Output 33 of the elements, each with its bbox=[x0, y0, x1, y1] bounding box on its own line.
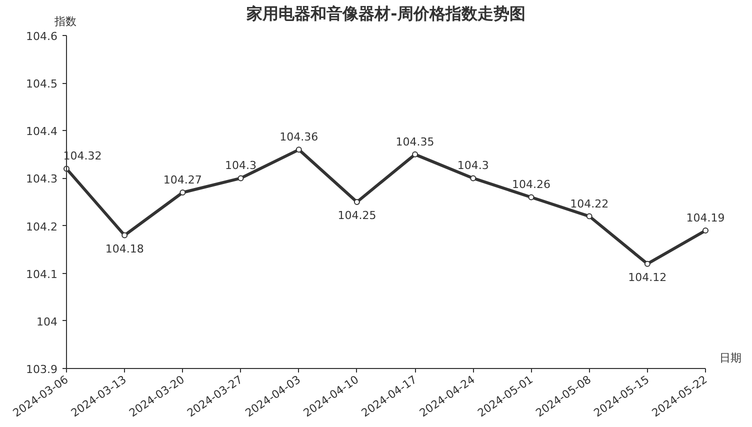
y-tick-label: 103.9 bbox=[26, 363, 58, 376]
point bbox=[122, 232, 128, 238]
point bbox=[586, 213, 592, 220]
point bbox=[238, 175, 244, 182]
data-label: 104.25 bbox=[338, 209, 376, 222]
data-label: 104.19 bbox=[686, 212, 725, 225]
point bbox=[412, 151, 418, 158]
y-tick-label: 104.6 bbox=[26, 30, 58, 43]
data-label: 104.22 bbox=[570, 197, 609, 210]
y-tick-label: 104.5 bbox=[26, 78, 58, 91]
y-tick-label: 104.3 bbox=[26, 172, 58, 186]
data-label: 104.26 bbox=[512, 178, 550, 192]
y-tick-label: 104.4 bbox=[26, 125, 58, 138]
y-tick-label: 104.2 bbox=[26, 220, 58, 234]
point bbox=[470, 175, 476, 182]
point bbox=[528, 194, 534, 200]
point bbox=[644, 260, 650, 267]
point bbox=[180, 189, 186, 196]
data-label: 104.35 bbox=[396, 135, 434, 148]
data-label: 104.27 bbox=[163, 173, 202, 186]
chart-title: 家用电器和音像器材-周价格指数走势图 bbox=[246, 4, 526, 23]
y-axis-title: 指数 bbox=[54, 15, 76, 28]
y-tick-label: 104 bbox=[36, 315, 58, 328]
data-label: 104.36 bbox=[280, 130, 318, 144]
x-axis-title: 日期 bbox=[720, 352, 742, 364]
data-label: 104.18 bbox=[105, 242, 144, 256]
data-label: 104.12 bbox=[628, 270, 667, 284]
data-label: 104.3 bbox=[457, 159, 489, 172]
data-label: 104.3 bbox=[225, 159, 257, 172]
point bbox=[354, 199, 360, 205]
point bbox=[296, 146, 302, 153]
point bbox=[702, 228, 708, 234]
y-tick-label: 104.1 bbox=[26, 268, 58, 281]
